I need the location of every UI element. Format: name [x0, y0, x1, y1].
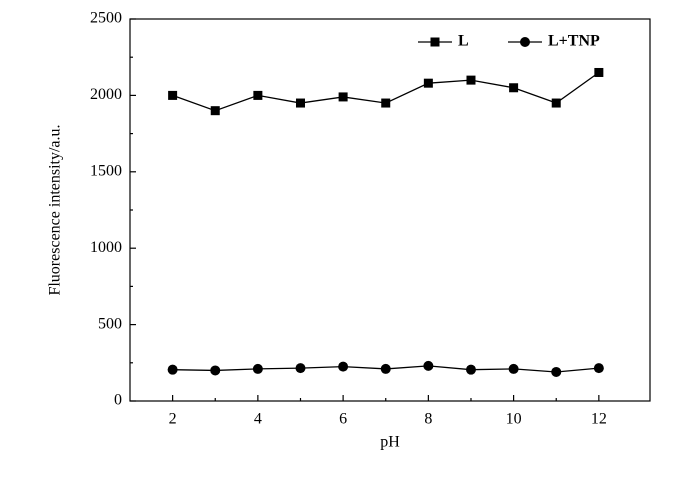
marker: [551, 366, 562, 377]
marker: [168, 90, 178, 100]
x-tick-label: 12: [591, 411, 607, 428]
marker: [253, 90, 263, 100]
y-axis-label: Fluorescence intensity/a.u.: [47, 124, 64, 295]
x-tick-label: 2: [169, 411, 177, 428]
y-tick-label: 1500: [90, 162, 122, 179]
marker: [551, 98, 561, 108]
x-tick-label: 8: [424, 411, 432, 428]
legend-label: L: [458, 33, 469, 50]
x-tick-label: 6: [339, 411, 347, 428]
y-tick-label: 500: [98, 315, 122, 332]
marker: [593, 363, 604, 374]
marker: [295, 363, 306, 374]
marker: [380, 363, 391, 374]
x-tick-label: 4: [254, 411, 262, 428]
plot-frame: [129, 18, 651, 402]
legend-label: L+TNP: [548, 33, 600, 50]
marker: [381, 98, 391, 108]
marker: [423, 360, 434, 371]
marker: [210, 106, 220, 116]
x-tick-label: 10: [506, 411, 522, 428]
y-tick-label: 2500: [90, 10, 122, 27]
y-tick-label: 1000: [90, 239, 122, 256]
y-tick-label: 0: [114, 392, 122, 409]
marker: [423, 78, 433, 88]
marker: [594, 67, 604, 77]
marker: [252, 363, 263, 374]
x-axis-label: pH: [380, 434, 400, 451]
marker: [295, 98, 305, 108]
marker: [520, 37, 530, 47]
marker: [338, 361, 349, 372]
marker: [167, 364, 178, 375]
marker: [466, 75, 476, 85]
marker: [430, 37, 440, 47]
marker: [465, 364, 476, 375]
marker: [210, 365, 221, 376]
marker: [338, 92, 348, 102]
marker: [508, 363, 519, 374]
marker: [509, 83, 519, 93]
y-tick-label: 2000: [90, 86, 122, 103]
